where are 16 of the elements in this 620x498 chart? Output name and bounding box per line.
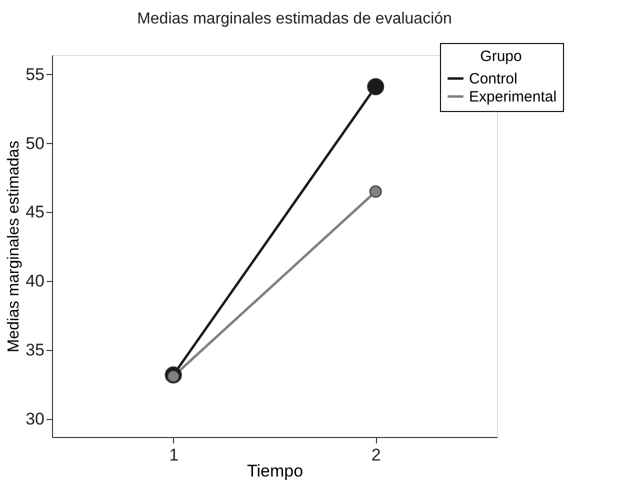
y-tick-label: 50 <box>26 134 44 153</box>
x-tick-label: 1 <box>169 446 179 464</box>
y-tick-label: 35 <box>26 340 44 360</box>
y-tick-label: 45 <box>26 202 44 222</box>
legend-label: Experimental <box>469 88 557 106</box>
y-tick-label: 55 <box>26 64 44 84</box>
point <box>367 78 384 96</box>
y-tick-label: 30 <box>26 410 44 429</box>
chart-title: Medias marginales estimadas de evaluación <box>137 10 452 28</box>
point <box>369 185 382 198</box>
y-axis-title: Medias marginales estimadas <box>6 140 23 352</box>
x-axis-title: Tiempo <box>246 462 304 480</box>
legend-label: Control <box>469 70 518 88</box>
legend-title: Grupo <box>480 48 522 65</box>
y-tick-label: 40 <box>26 272 44 291</box>
x-tick-label: 2 <box>371 446 381 464</box>
